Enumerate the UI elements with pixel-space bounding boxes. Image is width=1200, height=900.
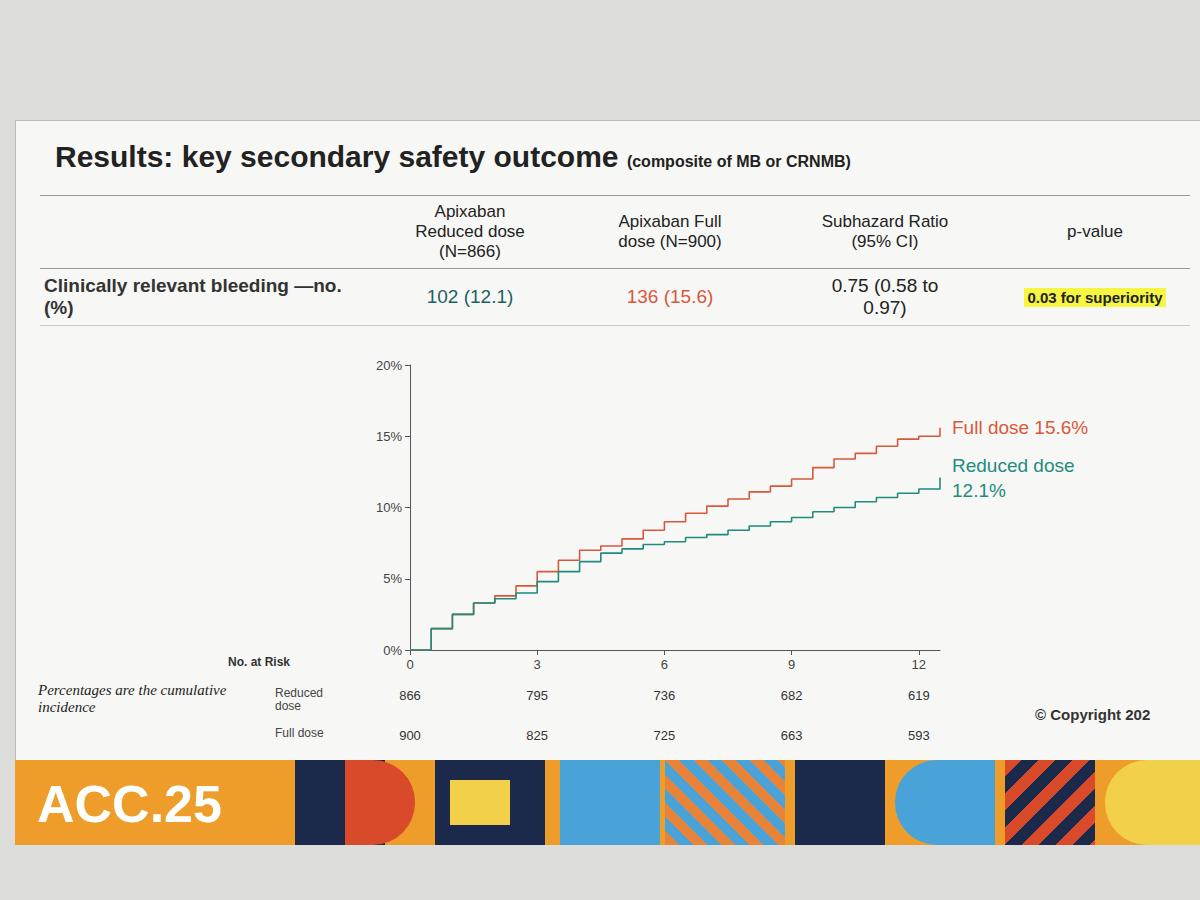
svg-text:866: 866	[399, 688, 421, 703]
html-text:Apixaban Reduced dose (N=866): Apixaban Reduced dose (N=866)	[415, 202, 525, 261]
html-text:No. at Risk: No. at Risk	[228, 655, 290, 669]
svg-text:725: 725	[654, 728, 676, 743]
svg-text:15%: 15%	[376, 429, 402, 444]
svg-text:663: 663	[781, 728, 803, 743]
html-text:© Copyright 202: © Copyright 202	[1035, 706, 1151, 723]
svg-text:3: 3	[534, 657, 541, 672]
svg-text:795: 795	[526, 688, 548, 703]
html-text:Apixaban Full dose (N=900): Apixaban Full dose (N=900)	[618, 212, 722, 251]
html-text:Clinically relevant bleeding —: Clinically relevant bleeding —no. (%)	[44, 275, 342, 318]
svg-text:20%: 20%	[376, 358, 402, 373]
svg-text:12.1%: 12.1%	[952, 480, 1006, 501]
svg-text:5%: 5%	[383, 571, 402, 586]
svg-text:736: 736	[654, 688, 676, 703]
html-text:ACC.25: ACC.25	[37, 775, 222, 833]
svg-text:10%: 10%	[376, 500, 402, 515]
svg-text:0: 0	[406, 657, 413, 672]
html-text:136 (15.6): 136 (15.6)	[626, 286, 714, 307]
html-text:Subhazard Ratio (95% CI): Subhazard Ratio (95% CI)	[821, 212, 949, 251]
svg-text:825: 825	[526, 728, 548, 743]
html-text:Reduced dose: Reduced dose	[275, 686, 323, 713]
svg-text:682: 682	[781, 688, 803, 703]
html-text:0.03 for superiority: 0.03 for superiority	[1027, 289, 1163, 306]
svg-text:9: 9	[788, 657, 795, 672]
svg-text:619: 619	[908, 688, 930, 703]
html-text:102 (12.1): 102 (12.1)	[426, 286, 514, 307]
svg-text:Reduced dose: Reduced dose	[952, 455, 1080, 476]
svg-text:593: 593	[908, 728, 930, 743]
svg-text:900: 900	[399, 728, 421, 743]
svg-text:0%: 0%	[383, 643, 402, 658]
html-text:Percentages are the cumulative: Percentages are the cumulative incidence	[38, 682, 227, 715]
svg-text:6: 6	[661, 657, 668, 672]
html-text:0.75 (0.58 to 0.97): 0.75 (0.58 to 0.97)	[831, 275, 939, 318]
html-text:Results: key secondary safety: Results: key secondary safety outcome(co…	[55, 140, 851, 173]
svg-text:Full dose 15.6%: Full dose 15.6%	[952, 417, 1088, 438]
html-text:p-value: p-value	[1067, 222, 1123, 241]
svg-text:12: 12	[912, 657, 926, 672]
html-text:Full dose: Full dose	[275, 726, 324, 740]
